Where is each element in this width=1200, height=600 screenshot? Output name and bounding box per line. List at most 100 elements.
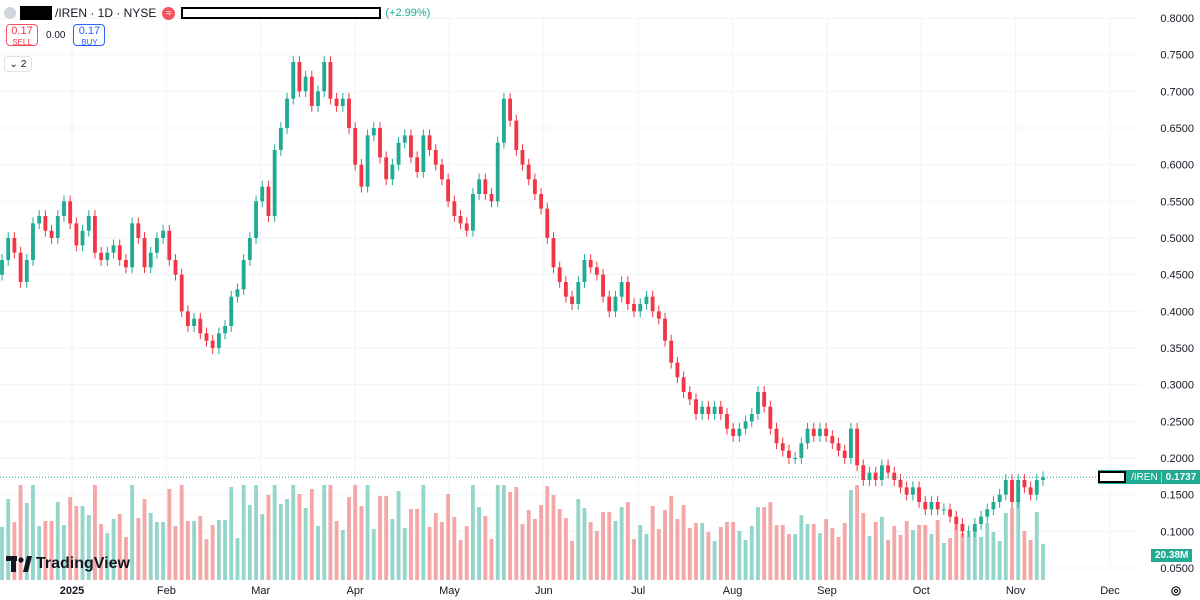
x-tick-label: Nov	[1006, 585, 1026, 597]
candle-body	[185, 311, 190, 326]
volume-bar	[0, 527, 4, 580]
redacted-box	[1098, 471, 1126, 483]
candle-body	[935, 502, 940, 510]
symbol-title[interactable]: /IREN · 1D · NYSE	[55, 6, 157, 20]
candle-body	[836, 443, 841, 451]
candle-body	[142, 238, 147, 268]
candle-body	[731, 428, 736, 436]
volume-bar	[1034, 512, 1039, 580]
candle-body	[1003, 480, 1008, 495]
candle-body	[86, 216, 91, 231]
volume-bar	[539, 505, 544, 580]
volume-bar	[1022, 531, 1027, 580]
candle-body	[805, 428, 810, 444]
candle-body	[272, 150, 277, 216]
sell-button[interactable]: 0.17 SELL	[6, 24, 38, 47]
candle-body	[601, 274, 605, 297]
volume-bar	[452, 517, 457, 580]
x-tick-label: Jul	[631, 585, 645, 597]
volume-bar	[433, 513, 438, 580]
volume-bar	[353, 485, 358, 580]
volume-bar	[979, 537, 983, 580]
volume-bar	[886, 540, 891, 580]
candle-body	[532, 179, 537, 194]
volume-bar	[37, 526, 42, 580]
candle-body	[1041, 477, 1045, 480]
volume-bar	[6, 499, 11, 580]
candle-body	[43, 216, 48, 231]
candle-body	[396, 142, 401, 165]
candle-body	[340, 98, 345, 106]
candle-body	[650, 296, 655, 312]
volume-bar	[167, 489, 172, 580]
volume-bar	[873, 522, 878, 580]
candle-body	[582, 260, 587, 282]
volume-bar	[247, 505, 252, 580]
volume-bar	[799, 515, 804, 580]
x-tick-label: 2025	[60, 585, 84, 597]
volume-bar	[811, 524, 816, 580]
candle-body	[136, 223, 141, 238]
tradingview-logo[interactable]: TradingView	[6, 555, 130, 573]
x-tick-label: May	[439, 585, 460, 597]
candle-body	[991, 502, 996, 510]
indicators-toggle-button[interactable]: ⌄ 2	[4, 56, 32, 72]
volume-bar	[1028, 540, 1033, 580]
candle-body	[192, 318, 197, 326]
buy-button[interactable]: 0.17 BUY	[73, 24, 106, 47]
candle-body	[520, 150, 525, 165]
candle-body	[316, 91, 320, 106]
candle-body	[99, 252, 104, 260]
candle-body	[464, 223, 469, 231]
volume-bar	[216, 520, 221, 580]
volume-bar	[328, 485, 333, 580]
volume-bar	[681, 505, 686, 580]
x-tick-label: Mar	[251, 585, 270, 597]
y-tick-label: 0.4500	[1160, 270, 1194, 282]
volume-bar	[93, 485, 97, 580]
candle-body	[818, 428, 822, 436]
y-tick-label: 0.2500	[1160, 416, 1194, 428]
y-tick-label: 0.3500	[1160, 343, 1194, 355]
volume-bar	[632, 539, 636, 580]
candle-body	[514, 120, 519, 150]
volume-bar	[650, 506, 655, 580]
volume-bar	[613, 521, 618, 580]
volume-bar	[508, 492, 513, 580]
volume-bar	[551, 495, 556, 580]
settings-gear-icon[interactable]	[1170, 585, 1182, 597]
candle-body	[997, 494, 1002, 502]
volume-bar	[130, 485, 135, 580]
volume-bar	[241, 485, 246, 580]
candle-body	[254, 201, 258, 238]
volume-bar	[427, 527, 432, 580]
candle-body	[105, 252, 110, 260]
candle-body	[768, 406, 773, 429]
volume-bar	[142, 499, 147, 580]
volume-bar	[941, 543, 946, 580]
volume-bar	[99, 524, 104, 580]
x-tick-label: Oct	[913, 585, 930, 597]
volume-bar	[384, 496, 389, 580]
candle-body	[774, 428, 779, 444]
candle-body	[929, 502, 934, 510]
volume-bar	[780, 525, 785, 580]
last-price-symbol: /IREN	[1131, 471, 1158, 483]
market-status-icon[interactable]: ≈	[162, 6, 176, 20]
volume-bar	[619, 507, 624, 580]
volume-bar	[49, 521, 54, 580]
volume-bar	[440, 522, 444, 580]
candle-body	[229, 296, 234, 326]
volume-bar	[793, 534, 798, 580]
volume-bar	[334, 521, 339, 580]
symbol-logo-icon	[4, 7, 16, 19]
y-tick-label: 0.6000	[1160, 160, 1194, 172]
candle-body	[557, 267, 562, 282]
volume-bar	[929, 534, 934, 580]
candle-body	[204, 333, 209, 341]
candle-body	[923, 502, 928, 510]
candle-body	[1022, 480, 1027, 488]
logo-text: TradingView	[36, 555, 130, 572]
x-tick-label: Jun	[535, 585, 553, 597]
